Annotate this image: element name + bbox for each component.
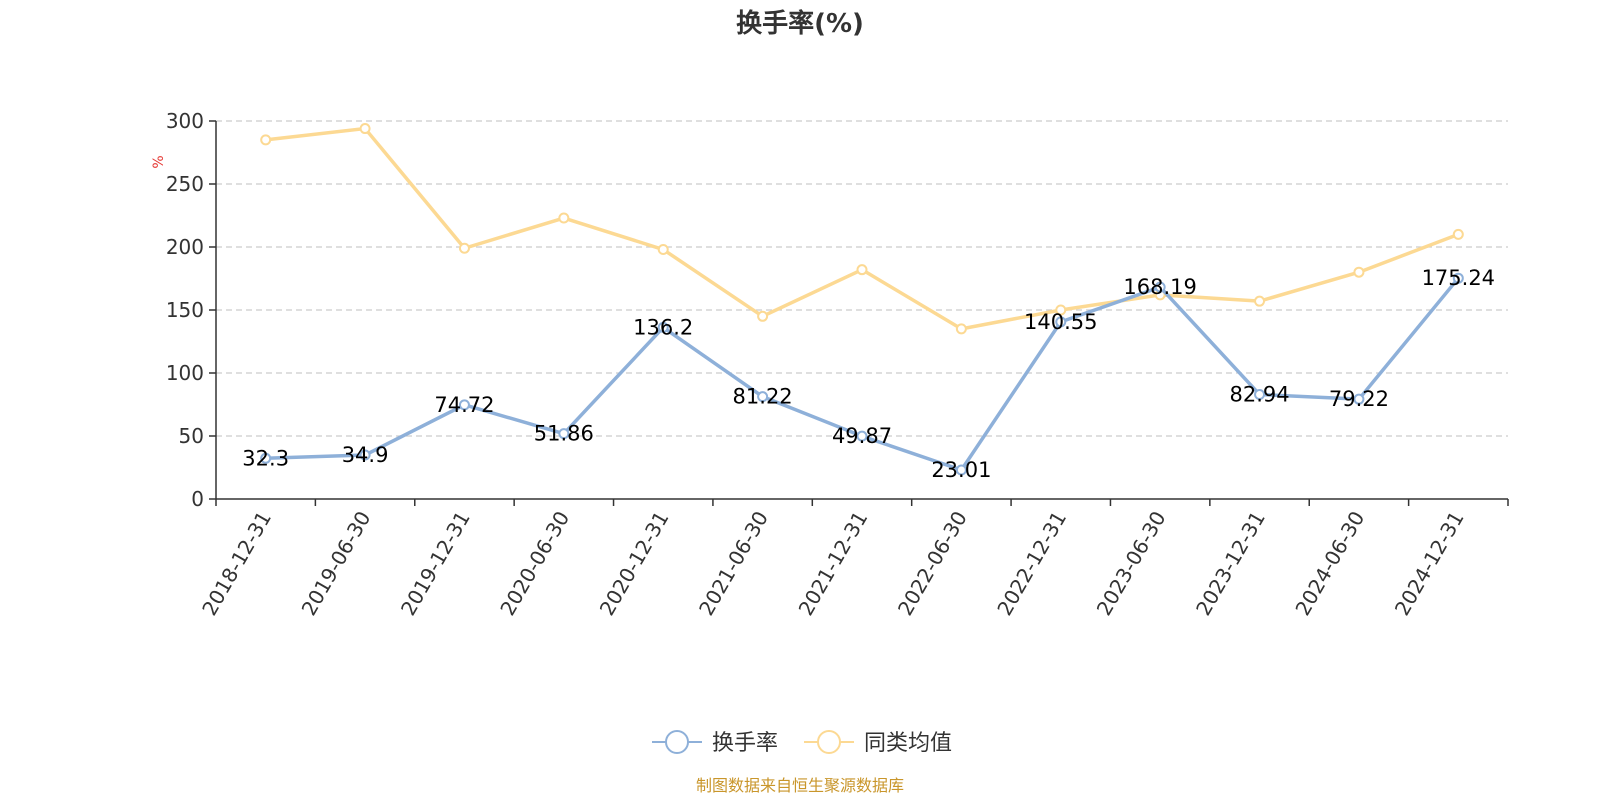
data-point <box>1154 281 1166 293</box>
data-point <box>757 391 769 403</box>
y-tick-label: 200 <box>166 235 204 259</box>
x-tick-label: 2019-12-31 <box>396 507 475 620</box>
data-point <box>657 321 669 333</box>
data-label: 23.01 <box>931 458 991 482</box>
legend-marker <box>665 730 689 754</box>
data-point <box>1353 393 1365 405</box>
axes: 0 50 100 150 200 250 300 2018-12-31 2019-06-30 20… <box>166 109 1509 620</box>
x-tick-label: 2020-12-31 <box>595 507 674 620</box>
data-label: 175.24 <box>1422 266 1495 290</box>
legend-label: 同类均值 <box>864 731 952 756</box>
data-point <box>1055 304 1067 316</box>
y-tick-label: 50 <box>179 424 204 448</box>
data-label: 79.22 <box>1329 387 1389 411</box>
data-label: 51.86 <box>534 422 594 446</box>
data-point <box>260 134 272 146</box>
data-point <box>558 212 570 224</box>
legend-marker <box>817 730 841 754</box>
data-label: 168.19 <box>1123 275 1196 299</box>
data-label: 34.9 <box>342 443 389 467</box>
data-point <box>458 399 470 411</box>
data-point <box>1452 228 1464 240</box>
x-tick-label: 2022-12-31 <box>992 507 1071 620</box>
data-label: 136.2 <box>633 315 693 339</box>
data-point <box>657 244 669 256</box>
x-tick-label: 2024-06-30 <box>1290 507 1369 620</box>
data-point <box>359 123 371 135</box>
legend[interactable]: 换手率 同类均值 <box>652 730 952 756</box>
data-point <box>260 452 272 464</box>
data-point <box>1353 266 1365 278</box>
y-tick-label: 150 <box>166 298 204 322</box>
data-point <box>1055 316 1067 328</box>
legend-label: 换手率 <box>712 731 778 756</box>
data-point <box>856 264 868 276</box>
y-tick-label: 250 <box>166 172 204 196</box>
data-point <box>458 242 470 254</box>
legend-item[interactable]: 换手率 <box>652 730 778 756</box>
series-line <box>265 126 1459 331</box>
chart-title: 换手率(%) <box>736 8 864 39</box>
data-point <box>1254 388 1266 400</box>
data-label: 49.87 <box>832 424 892 448</box>
x-tick-label: 2019-06-30 <box>297 507 376 620</box>
data-point <box>955 323 967 335</box>
data-point <box>1254 295 1266 307</box>
data-point <box>558 428 570 440</box>
x-tick-label: 2018-12-31 <box>197 507 276 620</box>
grid-lines <box>216 120 1508 437</box>
data-label: 81.22 <box>733 385 793 409</box>
x-tick-label: 2023-06-30 <box>1092 507 1171 620</box>
y-tick-label: 100 <box>166 361 204 385</box>
data-label: 140.55 <box>1024 310 1097 334</box>
data-point <box>1452 272 1464 284</box>
data-point <box>856 430 868 442</box>
series <box>260 123 1464 476</box>
legend-item[interactable]: 同类均值 <box>804 730 952 756</box>
data-point <box>955 464 967 476</box>
data-labels: 32.3 34.9 74.72 51.86 136.2 81.22 49.87 23.01 14… <box>242 266 1495 482</box>
y-axis-unit: % <box>151 155 167 168</box>
x-tick-label: 2022-06-30 <box>893 507 972 620</box>
data-label: 82.94 <box>1229 382 1289 406</box>
data-label: 74.72 <box>434 393 494 417</box>
x-tick-label: 2024-12-31 <box>1390 507 1469 620</box>
y-tick-label: 0 <box>191 487 204 511</box>
data-point <box>359 449 371 461</box>
x-tick-label: 2023-12-31 <box>1191 507 1270 620</box>
y-tick-label: 300 <box>166 109 204 133</box>
data-label: 32.3 <box>242 446 289 470</box>
x-tick-label: 2020-06-30 <box>495 507 574 620</box>
source-note: 制图数据来自恒生聚源数据库 <box>696 776 904 795</box>
data-point <box>757 310 769 322</box>
x-tick-label: 2021-12-31 <box>793 507 872 620</box>
x-tick-label: 2021-06-30 <box>694 507 773 620</box>
